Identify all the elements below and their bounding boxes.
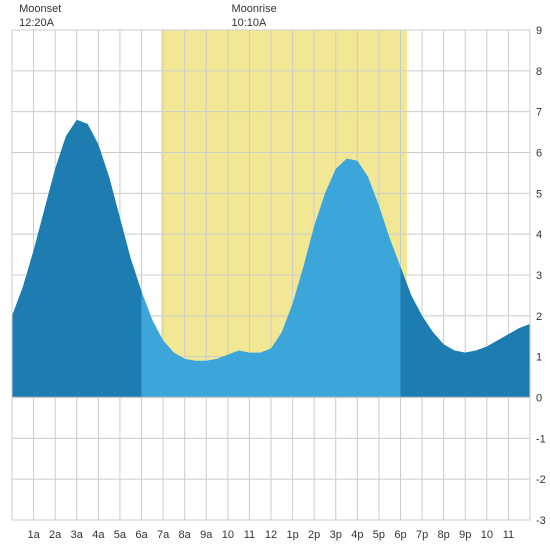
- tide-chart: -3-2-101234567891a2a3a4a5a6a7a8a9a101112…: [0, 0, 550, 550]
- svg-text:0: 0: [536, 393, 542, 405]
- svg-text:3a: 3a: [71, 529, 84, 541]
- svg-text:1: 1: [536, 352, 542, 364]
- svg-text:8: 8: [536, 66, 542, 78]
- svg-text:9: 9: [536, 25, 542, 37]
- svg-text:3p: 3p: [330, 529, 342, 541]
- svg-text:11: 11: [503, 529, 514, 541]
- svg-text:2: 2: [536, 311, 542, 323]
- svg-text:8p: 8p: [438, 529, 450, 541]
- svg-text:9a: 9a: [200, 529, 213, 541]
- svg-text:1a: 1a: [27, 529, 40, 541]
- svg-text:4: 4: [536, 229, 542, 241]
- svg-text:7a: 7a: [157, 529, 170, 541]
- svg-text:-3: -3: [536, 515, 546, 527]
- svg-text:8a: 8a: [179, 529, 192, 541]
- svg-text:2a: 2a: [49, 529, 62, 541]
- svg-text:6: 6: [536, 148, 542, 160]
- svg-text:-1: -1: [536, 433, 546, 445]
- moonset-title: Moonset: [19, 2, 61, 16]
- svg-text:1p: 1p: [286, 529, 298, 541]
- svg-text:7: 7: [536, 107, 542, 119]
- svg-text:4p: 4p: [351, 529, 363, 541]
- svg-text:10: 10: [481, 529, 493, 541]
- moonrise-title: Moonrise: [232, 2, 277, 16]
- svg-text:11: 11: [244, 529, 255, 541]
- svg-text:12: 12: [265, 529, 277, 541]
- svg-text:7p: 7p: [416, 529, 428, 541]
- svg-text:5: 5: [536, 188, 542, 200]
- svg-text:-2: -2: [536, 474, 546, 486]
- svg-text:5a: 5a: [114, 529, 127, 541]
- svg-text:5p: 5p: [373, 529, 385, 541]
- svg-text:6p: 6p: [394, 529, 406, 541]
- svg-text:4a: 4a: [92, 529, 105, 541]
- svg-text:3: 3: [536, 270, 542, 282]
- svg-text:6a: 6a: [135, 529, 148, 541]
- svg-text:9p: 9p: [459, 529, 471, 541]
- moonset-label: Moonset 12:20A: [19, 2, 61, 31]
- svg-text:2p: 2p: [308, 529, 320, 541]
- moonrise-time: 10:10A: [232, 16, 277, 30]
- moonset-time: 12:20A: [19, 16, 61, 30]
- chart-svg: -3-2-101234567891a2a3a4a5a6a7a8a9a101112…: [0, 0, 550, 550]
- moonrise-label: Moonrise 10:10A: [232, 2, 277, 31]
- svg-text:10: 10: [222, 529, 234, 541]
